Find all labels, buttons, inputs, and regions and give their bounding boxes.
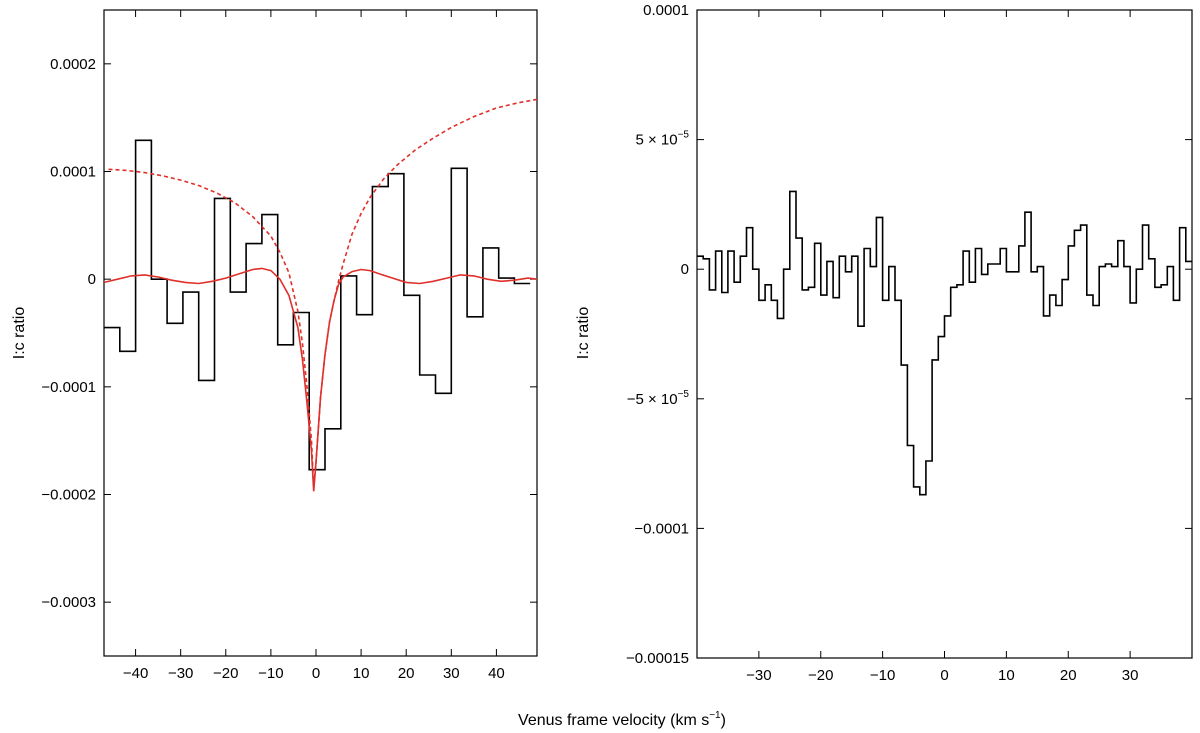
right-y-tick-label: 5 × 10−5 [635, 130, 689, 149]
left-series-group [104, 98, 537, 492]
x-axis-title-main: Venus frame velocity (km s [518, 712, 709, 729]
left-series-dashed-line [108, 98, 537, 488]
x-axis-title: Venus frame velocity (km s−1) [518, 710, 726, 729]
right-x-tick-label: 10 [998, 667, 1015, 684]
x-axis-title-close: ) [721, 712, 726, 729]
left-plot-frame [103, 9, 538, 657]
left-y-tick-label: −0.0002 [41, 487, 96, 504]
left-x-tick-label: 40 [488, 665, 505, 682]
right-axis-ticks: −30 −20 −10 0 10 20 30 0.0001 5 × 10−5 0 −5 × 10−5… [626, 2, 1192, 684]
left-y-tick-label: −0.0001 [41, 379, 96, 396]
right-series-step-line [697, 190, 1192, 496]
right-series-group [697, 190, 1192, 496]
right-x-tick-label: −20 [808, 667, 833, 684]
right-y-tick-label: 0 [681, 261, 689, 278]
left-chart-panel: −40 −30 −20 −10 0 10 20 30 40 0.0002 0.0001 0 −0.000… [11, 9, 538, 682]
left-x-tick-label: 30 [443, 665, 460, 682]
left-x-tick-label: 0 [312, 665, 320, 682]
right-y-tick-label: 0.0001 [643, 2, 689, 19]
right-y-axis-title: I:c ratio [575, 307, 592, 360]
right-x-tick-label: −10 [870, 667, 895, 684]
left-x-tick-label: 10 [353, 665, 370, 682]
left-y-tick-label: 0.0002 [50, 56, 96, 73]
right-y-tick-label: −0.00015 [626, 650, 689, 667]
left-series-solid-line [104, 267, 537, 492]
right-x-tick-label: 20 [1060, 667, 1077, 684]
left-y-axis-title: I:c ratio [11, 307, 28, 360]
left-x-tick-label: −30 [168, 665, 193, 682]
left-x-tick-label: 20 [398, 665, 415, 682]
left-x-tick-label: −20 [213, 665, 238, 682]
left-x-tick-label: −40 [123, 665, 148, 682]
left-x-tick-label: −10 [258, 665, 283, 682]
right-x-tick-label: 0 [940, 667, 948, 684]
left-y-tick-label: 0.0001 [50, 164, 96, 181]
right-x-tick-label: 30 [1122, 667, 1139, 684]
left-axis-ticks: −40 −30 −20 −10 0 10 20 30 40 0.0002 0.0001 0 −0.000… [41, 10, 537, 682]
right-y-tick-label: −0.0001 [634, 520, 689, 537]
x-axis-title-unit-exponent: −1 [709, 710, 721, 721]
left-y-tick-label: −0.0003 [41, 594, 96, 611]
left-y-tick-label: 0 [88, 271, 96, 288]
right-chart-panel: −30 −20 −10 0 10 20 30 0.0001 5 × 10−5 0 −5 × 10−5… [575, 2, 1193, 684]
left-series-step-line [104, 139, 531, 471]
right-x-tick-label: −30 [746, 667, 771, 684]
right-y-tick-label: −5 × 10−5 [627, 389, 690, 408]
